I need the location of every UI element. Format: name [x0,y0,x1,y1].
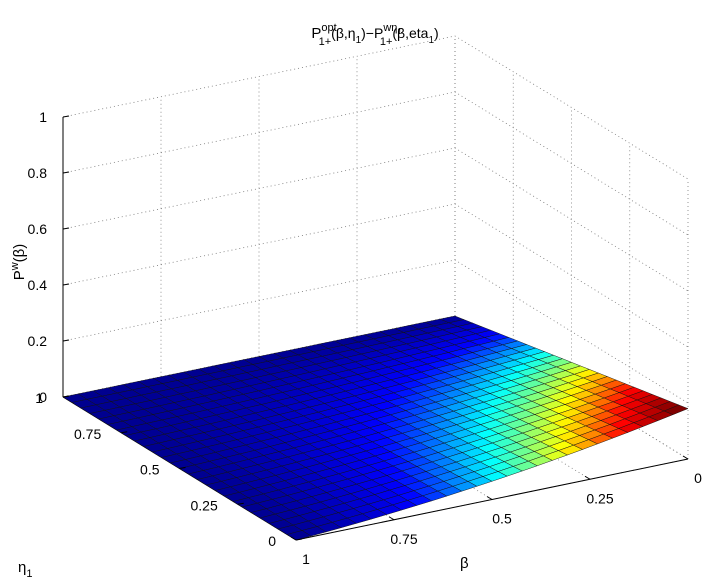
eta-tick-label-2: 0.5 [140,462,160,478]
eta-tick-label-0: 0 [268,533,276,549]
eta-tick-label-3: 0.75 [74,426,101,442]
z-tick-mark-4 [62,171,70,174]
eta-tick-labels: 0 0.25 0.5 0.75 1 [35,390,303,549]
grid-line-z-2 [62,203,689,348]
beta-tick-mark-2 [486,496,493,500]
beta-tick-mark-3 [388,516,395,521]
eta-tick-label-1: 0.25 [191,497,218,513]
eta-tick-mark-4 [62,395,70,398]
z-tick-label-4: 0.8 [28,165,48,181]
z-tick-mark-1 [62,339,70,342]
eta-tick-mark-2 [179,467,186,469]
beta-tick-mark-0 [682,455,689,460]
beta-tick-label-1: 0.25 [586,490,613,506]
beta-tick-mark-1 [584,475,591,480]
beta-tick-mark-4 [290,536,297,541]
beta-tick-label-0: 0 [694,470,702,486]
z-axis-label: Pw(β) [9,244,28,281]
grid-line-z-4 [62,91,689,236]
z-tick-label-3: 0.6 [28,221,48,237]
eta-tick-mark-1 [237,502,244,505]
beta-tick-label-2: 0.5 [492,511,512,527]
eta-axis-label: η1 [18,559,32,580]
grid-line-z-5 [62,35,689,180]
grid-line-z-3 [62,147,689,292]
z-tick-mark-5 [62,115,70,118]
beta-tick-labels: 0 0.25 0.5 0.75 1 [290,455,702,567]
z-tick-labels: 0 0.2 0.4 0.6 0.8 1 [28,109,70,405]
beta-axis-label: β [460,555,469,572]
surface-mesh [62,315,689,541]
eta-tick-mark-3 [121,431,128,434]
eta-tick-mark-0 [295,538,303,541]
z-tick-label-0: 0 [39,389,47,405]
z-tick-label-1: 0.2 [28,333,48,349]
z-tick-label-5: 1 [39,109,47,125]
z-tick-mark-2 [62,283,70,286]
z-tick-label-2: 0.4 [28,277,48,293]
z-tick-mark-3 [62,227,70,230]
beta-tick-label-4: 1 [302,551,310,567]
eta-tick-label-4: 1 [35,390,43,406]
chart-title: Popt 1+(β,η1)−Pwη1 1+(β,eta1) [311,22,438,48]
beta-tick-label-3: 0.75 [390,531,417,547]
